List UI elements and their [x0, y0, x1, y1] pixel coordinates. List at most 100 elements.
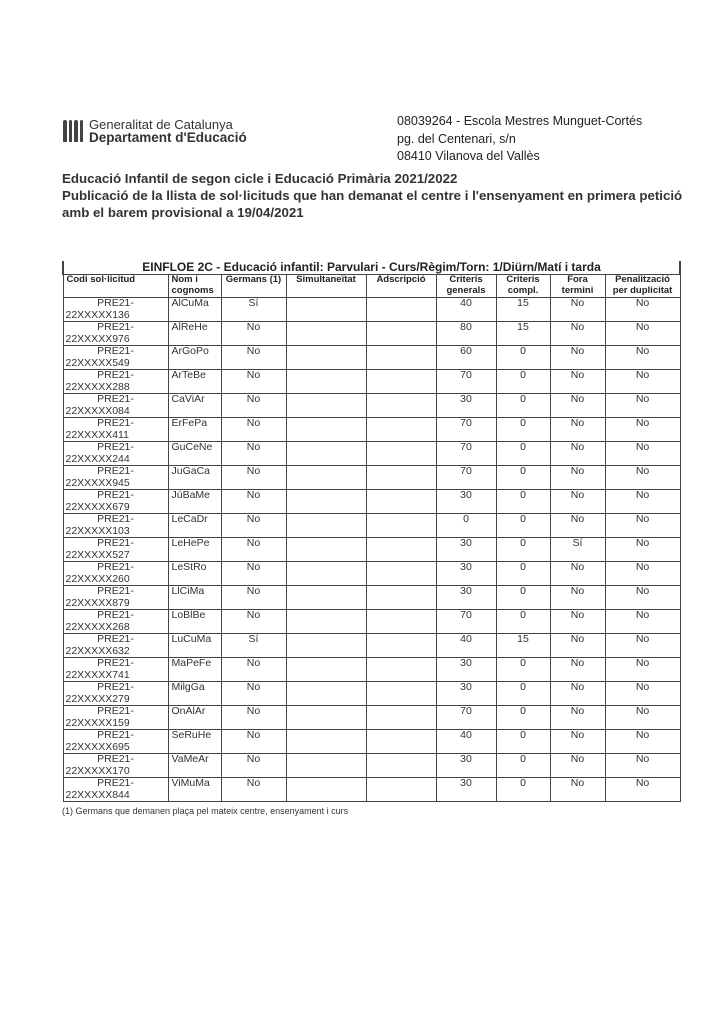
code-part: PRE21-	[97, 753, 134, 765]
code-part: PRE21-	[97, 417, 134, 429]
code-part: 22XXXXX879	[65, 596, 130, 609]
org-line2: Departament d'Educació	[89, 130, 247, 145]
table-row: PRE21- 22XXXXX136 AlCuMa Sí 40 15 No No	[62, 297, 681, 322]
cell-late: No	[549, 393, 606, 418]
cell-adscription	[365, 753, 437, 778]
cell-complementary-criteria: 0	[495, 417, 551, 442]
code-part: 22XXXXX268	[65, 620, 130, 633]
cell-siblings: No	[220, 705, 287, 730]
code-part: PRE21-	[97, 393, 134, 405]
cell-complementary-criteria: 0	[495, 441, 551, 466]
cell-simultaneity	[285, 393, 367, 418]
table-row: PRE21- 22XXXXX279 MilgGa No 30 0 No No	[62, 681, 681, 706]
school-name: 08039264 - Escola Mestres Munguet-Cortés	[397, 114, 643, 128]
cell-duplicate-penalty: No	[604, 633, 681, 658]
table-row: PRE21- 22XXXXX288 ArTeBe No 70 0 No No	[62, 369, 681, 394]
cell-general-criteria: 40	[435, 633, 497, 658]
cell-duplicate-penalty: No	[604, 561, 681, 586]
code-part: PRE21-	[97, 777, 134, 789]
generalitat-emblem-icon	[63, 120, 83, 142]
cell-adscription	[365, 657, 437, 682]
cell-simultaneity	[285, 657, 367, 682]
cell-siblings: No	[220, 657, 287, 682]
cell-simultaneity	[285, 681, 367, 706]
code-part: 22XXXXX632	[65, 644, 130, 657]
school-street: pg. del Centenari, s/n	[397, 131, 516, 146]
cell-complementary-criteria: 0	[495, 753, 551, 778]
cell-code: PRE21- 22XXXXX879	[62, 585, 169, 610]
code-part: 22XXXXX741	[65, 668, 130, 681]
cell-complementary-criteria: 0	[495, 681, 551, 706]
cell-general-criteria: 60	[435, 345, 497, 370]
cell-duplicate-penalty: No	[604, 345, 681, 370]
code-part: 22XXXXX549	[65, 356, 130, 369]
cell-general-criteria: 0	[435, 513, 497, 538]
cell-code: PRE21- 22XXXXX084	[62, 393, 169, 418]
cell-general-criteria: 30	[435, 561, 497, 586]
cell-code: PRE21- 22XXXXX136	[62, 297, 169, 322]
cell-duplicate-penalty: No	[604, 681, 681, 706]
cell-name: JuGaCa	[167, 465, 222, 490]
cell-complementary-criteria: 0	[495, 777, 551, 802]
cell-name: LuCuMa	[167, 633, 222, 658]
cell-general-criteria: 80	[435, 321, 497, 346]
cell-duplicate-penalty: No	[604, 321, 681, 346]
table-body: PRE21- 22XXXXX136 AlCuMa Sí 40 15 No No PRE21- 22…	[62, 297, 681, 802]
cell-adscription	[365, 633, 437, 658]
cell-code: PRE21- 22XXXXX268	[62, 609, 169, 634]
school-city: 08410 Vilanova del Vallès	[397, 149, 540, 163]
cell-late: No	[549, 705, 606, 730]
code-part: PRE21-	[97, 537, 134, 549]
cell-general-criteria: 70	[435, 705, 497, 730]
cell-name: LlCiMa	[167, 585, 222, 610]
table-row: PRE21- 22XXXXX084 CaViAr No 30 0 No No	[62, 393, 681, 418]
cell-name: AlReHe	[167, 321, 222, 346]
cell-duplicate-penalty: No	[604, 609, 681, 634]
footnote: (1) Germans que demanen plaça pel mateix…	[62, 806, 349, 816]
cell-late: No	[549, 345, 606, 370]
code-part: 22XXXXX527	[65, 548, 130, 561]
cell-siblings: No	[220, 489, 287, 514]
cell-general-criteria: 70	[435, 441, 497, 466]
cell-simultaneity	[285, 441, 367, 466]
cell-duplicate-penalty: No	[604, 393, 681, 418]
code-part: 22XXXXX288	[65, 380, 130, 393]
cell-siblings: Sí	[220, 297, 287, 322]
code-part: 22XXXXX260	[65, 572, 130, 585]
cell-name: SeRuHe	[167, 729, 222, 754]
code-part: 22XXXXX411	[65, 428, 129, 441]
cell-simultaneity	[285, 417, 367, 442]
code-part: PRE21-	[97, 345, 134, 357]
code-part: PRE21-	[97, 681, 134, 693]
cell-adscription	[365, 465, 437, 490]
cell-code: PRE21- 22XXXXX695	[62, 729, 169, 754]
cell-name: LeCaDr	[167, 513, 222, 538]
cell-siblings: No	[220, 609, 287, 634]
cell-duplicate-penalty: No	[604, 777, 681, 802]
cell-complementary-criteria: 15	[495, 321, 551, 346]
table-row: PRE21- 22XXXXX260 LeStRo No 30 0 No No	[62, 561, 681, 586]
table-row: PRE21- 22XXXXX244 GuCeNe No 70 0 No No	[62, 441, 681, 466]
cell-code: PRE21- 22XXXXX288	[62, 369, 169, 394]
cell-late: No	[549, 729, 606, 754]
cell-code: PRE21- 22XXXXX260	[62, 561, 169, 586]
code-part: PRE21-	[97, 513, 134, 525]
cell-general-criteria: 30	[435, 681, 497, 706]
cell-siblings: No	[220, 441, 287, 466]
cell-complementary-criteria: 0	[495, 585, 551, 610]
cell-late: No	[549, 609, 606, 634]
cell-late: No	[549, 561, 606, 586]
cell-simultaneity	[285, 585, 367, 610]
generalitat-logo: Generalitat de Catalunya Departament d'E…	[63, 118, 247, 144]
cell-duplicate-penalty: No	[604, 729, 681, 754]
column-header-simultaneity: Simultaneïtat	[285, 274, 367, 298]
cell-simultaneity	[285, 489, 367, 514]
organization-name: Generalitat de Catalunya Departament d'E…	[89, 118, 247, 144]
cell-complementary-criteria: 0	[495, 729, 551, 754]
cell-simultaneity	[285, 729, 367, 754]
cell-general-criteria: 70	[435, 369, 497, 394]
cell-complementary-criteria: 0	[495, 561, 551, 586]
table-row: PRE21- 22XXXXX945 JuGaCa No 70 0 No No	[62, 465, 681, 490]
cell-code: PRE21- 22XXXXX244	[62, 441, 169, 466]
cell-late: No	[549, 297, 606, 322]
